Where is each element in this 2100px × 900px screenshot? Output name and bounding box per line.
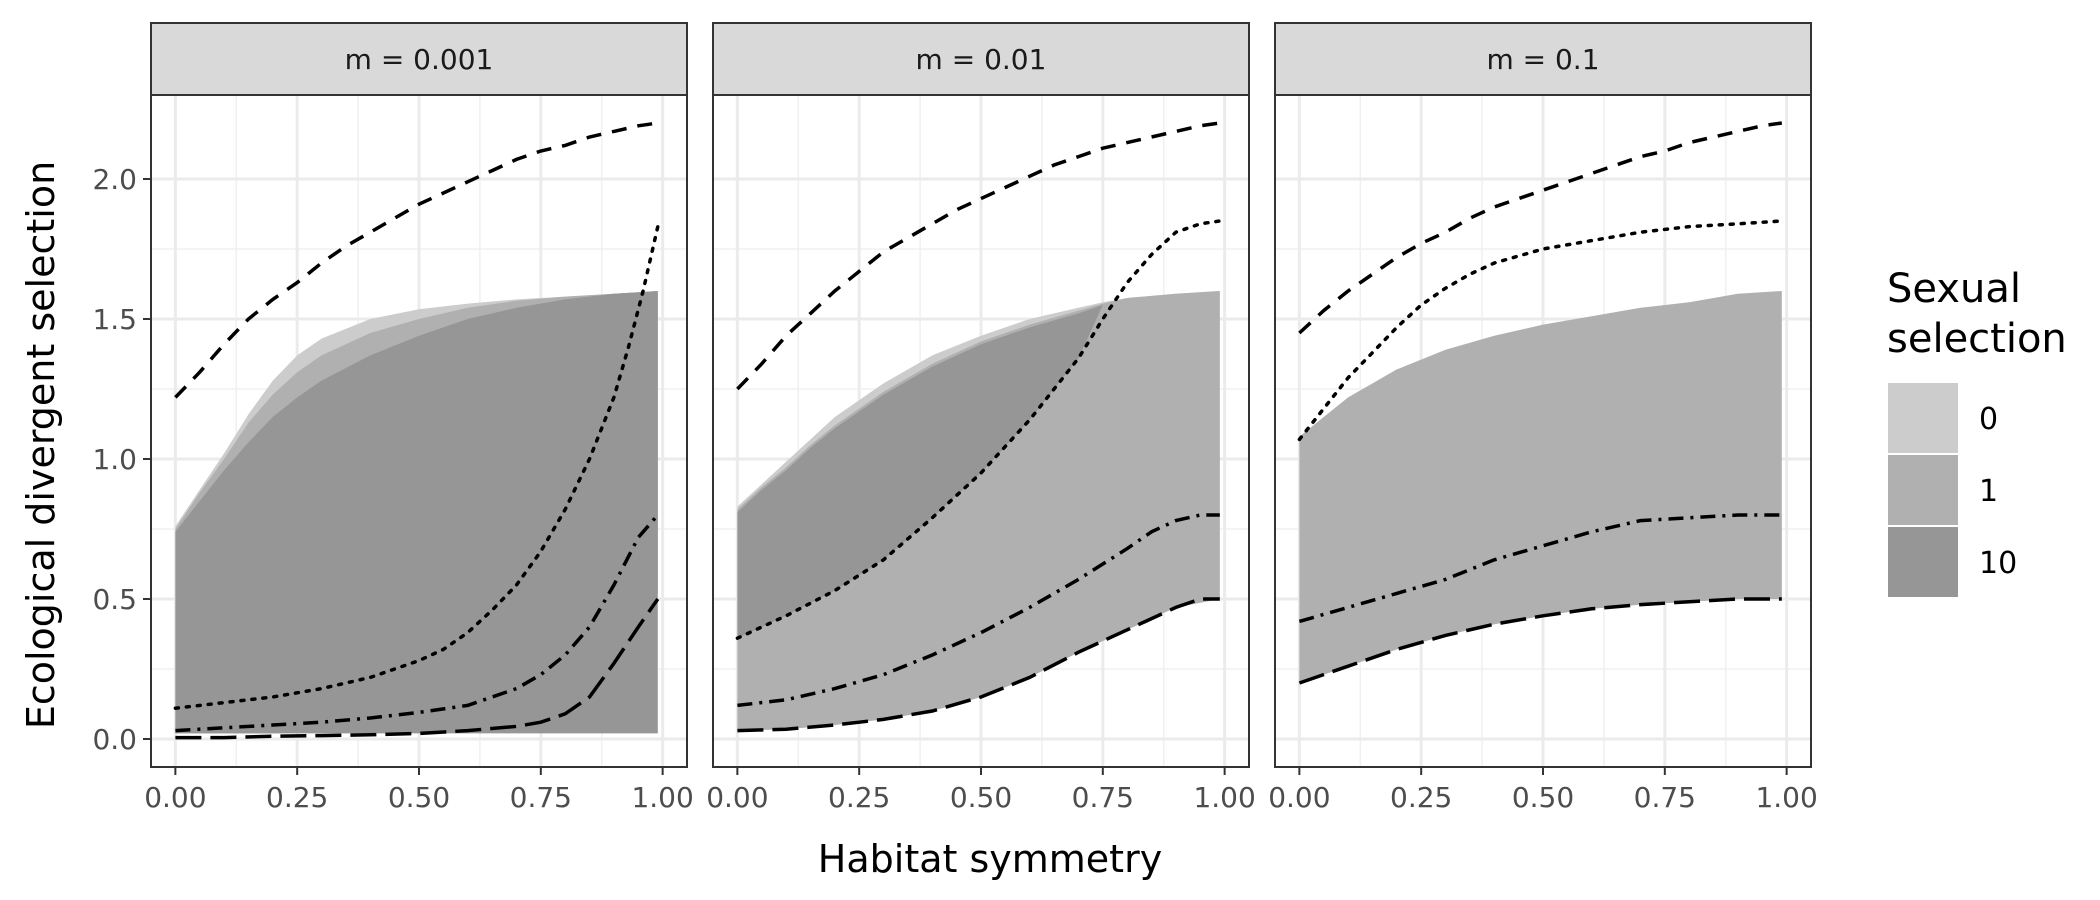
boundary-line-dotdash	[175, 513, 660, 733]
facet-panel: m = 0.1 0.00 0.25 0.50 0.75 1.00	[1268, 22, 1818, 814]
facet-strip-label: m = 0.1	[1486, 43, 1599, 76]
legend-key	[1886, 525, 1960, 599]
boundary-line-dashed	[174, 121, 659, 399]
x-tick-label: 0.75	[510, 781, 572, 814]
x-tick-label: 1.00	[1193, 781, 1255, 814]
boundary-line-dotted	[735, 219, 1222, 640]
x-tick-label: 1.00	[1755, 781, 1817, 814]
facet-strip	[150, 22, 688, 96]
boundary-line-longdash	[737, 597, 1220, 733]
y-tick-label: 0.0	[92, 723, 137, 756]
y-tick-label: 0.5	[92, 583, 137, 616]
boundary-line-dotdash	[1298, 513, 1782, 624]
x-tick-label: 0.00	[144, 781, 206, 814]
legend-key	[1886, 453, 1960, 527]
legend-title: Sexual	[1887, 266, 2021, 312]
facets-layer: m = 0.001 0.00 0.25 0.50 0.75 1.00 0.0 0.5 1.0 1.…	[92, 22, 1818, 814]
facet-strip-label: m = 0.01	[916, 43, 1047, 76]
facet-strip	[712, 22, 1250, 96]
y-tick-label: 2.0	[92, 163, 137, 196]
x-tick-label: 0.25	[266, 781, 328, 814]
y-tick-label: 1.5	[92, 303, 137, 336]
legend-label: 10	[1979, 546, 2017, 581]
facet-strip	[1274, 22, 1812, 96]
facet-panel: m = 0.01 0.00 0.25 0.50 0.75 1.00	[706, 22, 1256, 814]
y-tick-label: 1.0	[92, 443, 137, 476]
x-tick-label: 0.50	[950, 781, 1012, 814]
legend-key	[1886, 381, 1960, 455]
facet-strip-label: m = 0.001	[345, 43, 494, 76]
x-tick-label: 0.00	[1268, 781, 1330, 814]
facet-panel: m = 0.001 0.00 0.25 0.50 0.75 1.00 0.0 0.5 1.0 1.…	[92, 22, 694, 814]
x-tick-label: 0.50	[1512, 781, 1574, 814]
legend-title: selection	[1887, 316, 2067, 362]
legend-label: 1	[1979, 474, 1998, 509]
x-axis-title: Habitat symmetry	[818, 837, 1162, 881]
area-region-1	[737, 291, 1220, 731]
x-tick-label: 0.25	[828, 781, 890, 814]
boundary-line-dotdash	[737, 513, 1220, 708]
legend-label: 0	[1979, 402, 1998, 437]
area-region-1	[1299, 291, 1782, 683]
boundary-line-dashed	[736, 121, 1221, 391]
boundary-line-dotted	[1297, 219, 1784, 442]
boundary-line-longdash	[175, 597, 660, 740]
boundary-line-longdash	[1298, 597, 1782, 685]
x-tick-label: 0.75	[1634, 781, 1696, 814]
area-region-10	[175, 291, 658, 734]
x-tick-label: 0.75	[1072, 781, 1134, 814]
x-tick-label: 1.00	[631, 781, 693, 814]
x-tick-label: 0.00	[706, 781, 768, 814]
area-region-10	[737, 305, 1103, 639]
x-tick-label: 0.25	[1390, 781, 1452, 814]
boundary-line-dashed	[1298, 121, 1783, 335]
y-axis-title: Ecological divergent selection	[19, 161, 63, 729]
boundary-line-dotted	[173, 224, 660, 710]
x-tick-label: 0.50	[388, 781, 450, 814]
